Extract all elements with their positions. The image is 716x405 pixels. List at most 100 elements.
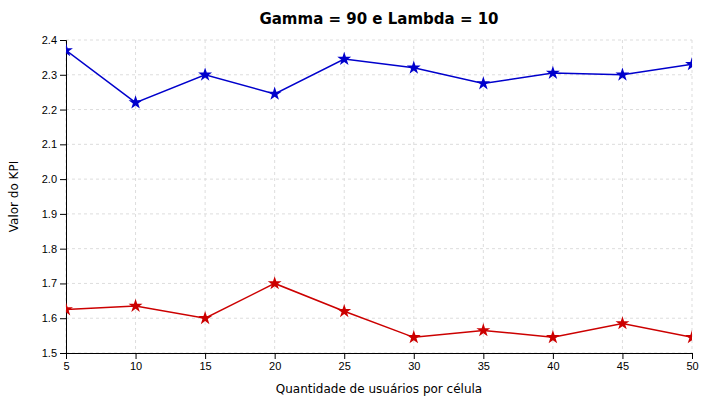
data-point [615,67,629,80]
grid-line [66,40,692,41]
tick-mark [60,40,66,41]
tick: 2.4 [42,34,66,46]
tick: 40 [547,353,559,372]
chart: 5 10 15 20 25 30 35 40 45 50 1.5 1.6 1.7 1.8 1.9 2.0 2.1… [0,0,716,405]
data-point [407,61,421,74]
grid [66,40,692,353]
axis-line [67,354,693,360]
tick-label: 35 [478,360,490,372]
grid-line [66,179,692,180]
tick-mark [60,353,66,354]
tick: 1.6 [42,312,66,324]
data-point [198,311,212,324]
tick-mark [344,353,345,359]
tick-label: 2.3 [42,69,57,81]
tick: 2.0 [42,173,66,185]
tick-label: 1.8 [42,243,57,255]
tick-label: 2.4 [42,34,57,46]
tick: 45 [617,353,629,372]
data-point [66,43,73,56]
grid-line [413,40,414,353]
tick: 1.7 [42,277,66,289]
tick: 5 [63,353,69,372]
axis-line [60,41,67,354]
tick-mark [60,214,66,215]
tick-mark [136,353,137,359]
tick: 10 [130,353,142,372]
tick-label: 45 [617,360,629,372]
data-point [129,95,143,108]
data-point [198,67,212,80]
data-point [268,87,282,100]
tick: 15 [199,353,211,372]
data-point [337,52,351,65]
tick-label: 2.2 [42,104,57,116]
data-point [546,66,560,79]
grid-line [552,40,553,353]
tick-mark [483,353,484,359]
tick-label: 1.6 [42,312,57,324]
series-group [66,43,692,343]
tick: 1.8 [42,243,66,255]
tick: 2.2 [42,104,66,116]
tick-mark [414,353,415,359]
tick-mark [60,318,66,319]
tick-mark [553,353,554,359]
grid-line [483,40,484,353]
tick: 50 [686,353,698,372]
tick-mark [60,283,66,284]
tick-label: 2.0 [42,173,57,185]
data-point [546,330,560,343]
series-line [66,50,692,102]
tick-label: 40 [547,360,559,372]
grid-line [66,318,692,319]
data-point [268,276,282,289]
data-point [685,330,692,343]
data-point [129,299,143,312]
tick-label: 15 [199,360,211,372]
tick: 30 [408,353,420,372]
data-point [407,330,421,343]
data-point [337,304,351,317]
tick-mark [60,179,66,180]
grid-line [622,40,623,353]
y-axis-title: Valor do KPI [7,161,21,232]
series-line [66,283,692,337]
grid-line [66,213,692,214]
tick-label: 5 [63,360,69,372]
tick-mark [60,249,66,250]
tick-mark [205,353,206,359]
tick-mark [60,75,66,76]
grid-line [205,40,206,353]
tick-label: 1.7 [42,277,57,289]
grid-line [692,40,693,353]
x-axis: 5 10 15 20 25 30 35 40 45 50 [63,353,698,372]
y-axis: 1.5 1.6 1.7 1.8 1.9 2.0 2.1 2.2 2.3 2.4 [42,34,67,359]
tick: 2.1 [42,138,66,150]
tick-label: 50 [686,360,698,372]
grid-line [66,109,692,110]
grid-line [66,248,692,249]
tick: 1.9 [42,208,66,220]
tick-label: 20 [269,360,281,372]
tick-mark [275,353,276,359]
tick: 1.5 [42,347,66,359]
tick: 2.3 [42,69,66,81]
title: Gamma = 90 e Lambda = 10 [259,10,498,28]
tick-label: 30 [408,360,420,372]
data-point [685,57,692,70]
tick-label: 25 [339,360,351,372]
tick-mark [60,110,66,111]
tick-label: 2.1 [42,138,57,150]
data-point [476,76,490,89]
tick-label: 10 [130,360,142,372]
tick-label: 1.9 [42,208,57,220]
tick-mark [692,353,693,359]
x-axis-title: Quantidade de usuários por célula [276,382,482,396]
tick-label: 1.5 [42,347,57,359]
tick: 25 [339,353,351,372]
data-point [476,323,490,336]
data-point [615,316,629,329]
grid-line [66,144,692,145]
plot-area: 5 10 15 20 25 30 35 40 45 50 1.5 1.6 1.7 1.8 1.9 2.0 2.1… [42,34,699,372]
